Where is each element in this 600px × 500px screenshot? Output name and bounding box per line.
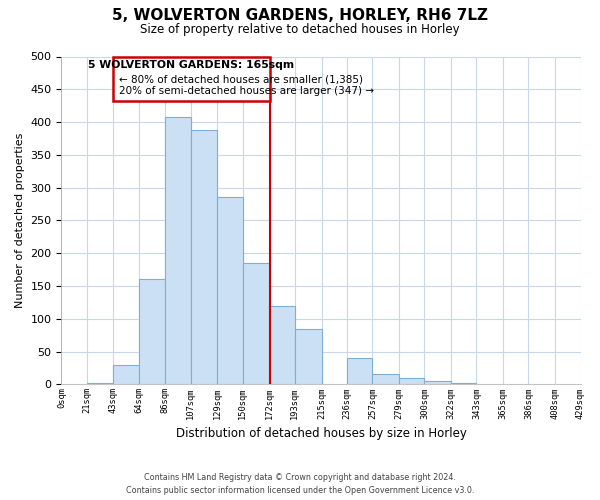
- Bar: [191, 130, 217, 384]
- Bar: [399, 378, 424, 384]
- Text: 20% of semi-detached houses are larger (347) →: 20% of semi-detached houses are larger (…: [119, 86, 374, 96]
- Bar: [451, 383, 476, 384]
- Text: Contains HM Land Registry data © Crown copyright and database right 2024.: Contains HM Land Registry data © Crown c…: [144, 474, 456, 482]
- Bar: [347, 358, 373, 384]
- Bar: [373, 374, 399, 384]
- Bar: [424, 381, 451, 384]
- Bar: [113, 364, 139, 384]
- Bar: [166, 117, 191, 384]
- Y-axis label: Number of detached properties: Number of detached properties: [15, 133, 25, 308]
- Text: 5, WOLVERTON GARDENS, HORLEY, RH6 7LZ: 5, WOLVERTON GARDENS, HORLEY, RH6 7LZ: [112, 8, 488, 22]
- Text: Size of property relative to detached houses in Horley: Size of property relative to detached ho…: [140, 22, 460, 36]
- Bar: [139, 280, 166, 384]
- X-axis label: Distribution of detached houses by size in Horley: Distribution of detached houses by size …: [176, 427, 466, 440]
- Text: ← 80% of detached houses are smaller (1,385): ← 80% of detached houses are smaller (1,…: [119, 74, 364, 84]
- Bar: [269, 306, 295, 384]
- Text: Contains public sector information licensed under the Open Government Licence v3: Contains public sector information licen…: [126, 486, 474, 495]
- Bar: [295, 328, 322, 384]
- Bar: [243, 263, 269, 384]
- Bar: [217, 198, 243, 384]
- Text: 5 WOLVERTON GARDENS: 165sqm: 5 WOLVERTON GARDENS: 165sqm: [88, 60, 295, 70]
- Bar: [87, 383, 113, 384]
